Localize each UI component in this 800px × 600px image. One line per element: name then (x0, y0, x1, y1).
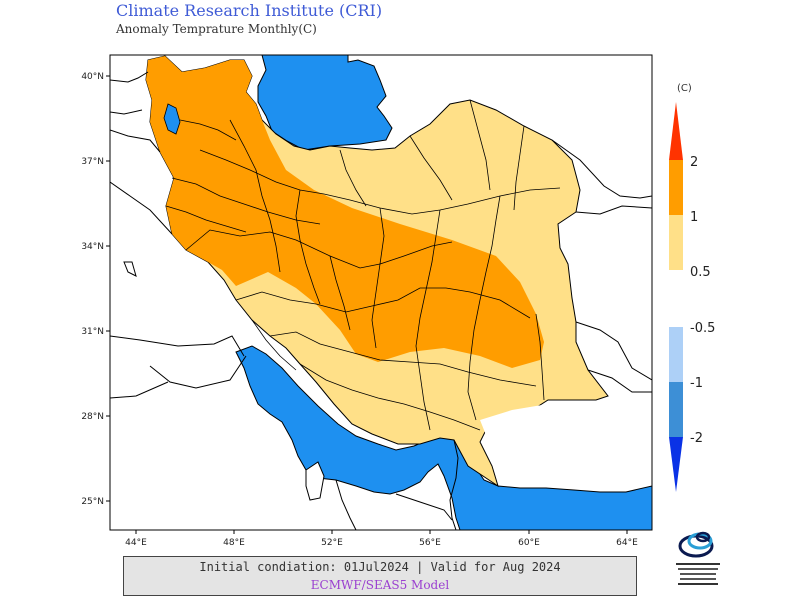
lon-tick-label: 48°E (223, 538, 245, 548)
province-borders (165, 99, 561, 431)
colorbar-1-2 (669, 160, 683, 215)
page-title: Climate Research Institute (CRI) (116, 1, 383, 20)
latitude-labels: 40°N 37°N 34°N 31°N 28°N 25°N (81, 72, 104, 507)
colorbar-neg-1-2 (669, 382, 683, 437)
colorbar-label: -0.5 (690, 321, 715, 336)
colorbar-label: 2 (690, 155, 698, 170)
model-name: ECMWF/SEAS5 Model (310, 578, 450, 592)
lat-tick-label: 34°N (81, 242, 104, 252)
colorbar-below-neg-2 (669, 437, 683, 492)
colorbar-label: -1 (690, 376, 703, 391)
page-subtitle: Anomaly Temprature Monthly(C) (116, 22, 317, 36)
colorbar-0-5-1 (669, 215, 683, 270)
colorbar-label: 0.5 (690, 265, 711, 280)
colorbar-neg-0-5-1 (669, 327, 683, 382)
lon-tick-label: 52°E (321, 538, 343, 548)
lake-urmia (163, 103, 181, 135)
lon-tick-label: 60°E (518, 538, 540, 548)
colorbar-label: -2 (690, 431, 703, 446)
footer-box: Initial condiation: 01Jul2024 | Valid fo… (123, 556, 637, 596)
map-frame (109, 54, 653, 531)
lat-tick-label: 31°N (81, 327, 104, 337)
caspian-sea (257, 55, 393, 151)
no-anomaly-region (480, 402, 610, 486)
colorbar-above-2 (669, 102, 683, 160)
lat-tick-label: 25°N (81, 497, 104, 507)
lon-tick-label: 44°E (125, 538, 147, 548)
lon-tick-label: 56°E (419, 538, 441, 548)
lat-tick-label: 40°N (81, 72, 104, 82)
longitude-labels: 44°E 48°E 52°E 56°E 60°E 64°E (125, 538, 638, 548)
colorbar-unit: (C) (677, 83, 692, 94)
neighbour-borders (110, 71, 652, 530)
lat-tick-label: 37°N (81, 157, 104, 167)
institute-logo (676, 531, 720, 585)
lat-tick-label: 28°N (81, 412, 104, 422)
colorbar-label: 1 (690, 210, 698, 225)
initial-condition-text: Initial condiation: 01Jul2024 | Valid fo… (199, 560, 561, 574)
anomaly-1-2-region (146, 56, 544, 368)
colorbar: (C) 2 1 0.5 -0.5 -1 -2 (669, 83, 715, 492)
lon-tick-label: 64°E (616, 538, 638, 548)
